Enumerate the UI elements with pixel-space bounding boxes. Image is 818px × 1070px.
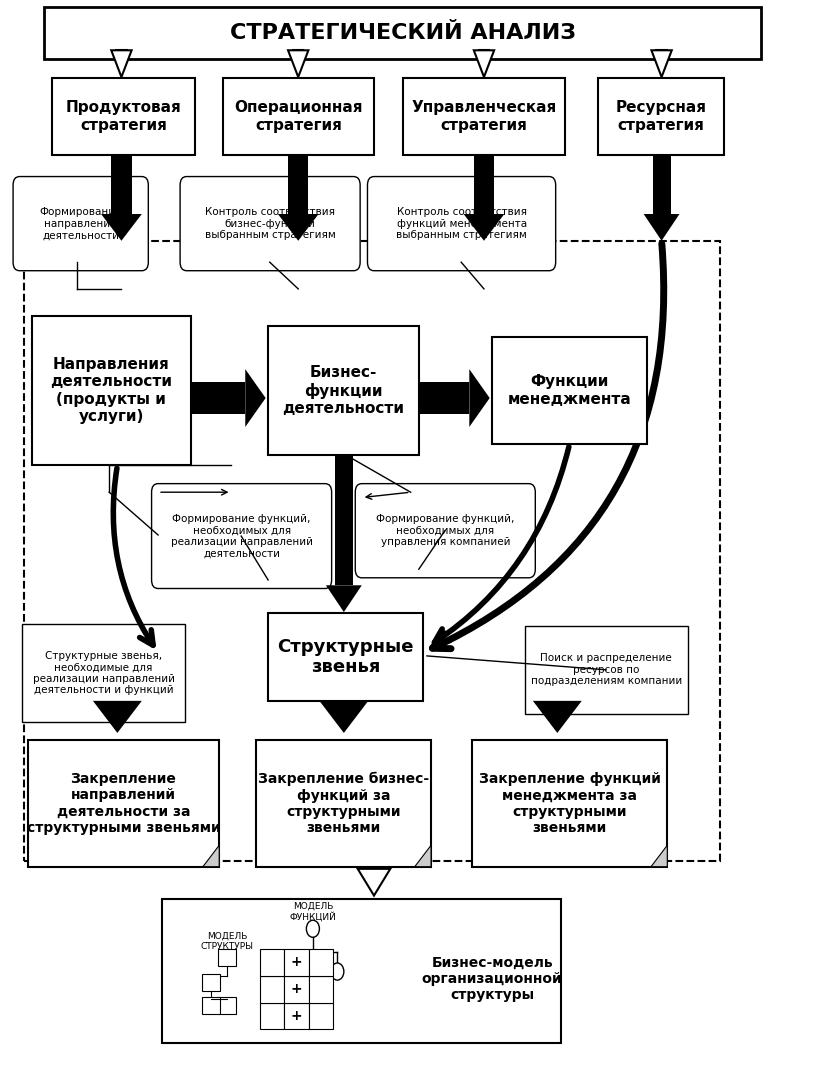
FancyBboxPatch shape xyxy=(524,626,688,714)
Text: Структурные
звенья: Структурные звенья xyxy=(277,638,414,676)
Circle shape xyxy=(282,963,295,980)
Polygon shape xyxy=(464,214,505,241)
Bar xyxy=(268,613,423,701)
Bar xyxy=(309,976,333,1003)
Polygon shape xyxy=(203,845,219,867)
Polygon shape xyxy=(651,845,667,867)
Bar xyxy=(116,50,127,60)
Bar xyxy=(420,382,470,414)
Bar xyxy=(260,949,285,976)
Polygon shape xyxy=(474,50,494,77)
Bar xyxy=(111,155,132,214)
Bar xyxy=(402,78,565,155)
Polygon shape xyxy=(533,701,582,733)
Text: Контроль соответствия
функций менеджмента
выбранным стратегиям: Контроль соответствия функций менеджмент… xyxy=(396,207,527,241)
Polygon shape xyxy=(326,585,362,612)
Bar xyxy=(285,1003,309,1029)
Circle shape xyxy=(307,920,319,937)
Bar xyxy=(202,974,220,991)
Polygon shape xyxy=(357,869,390,896)
Bar xyxy=(293,50,303,60)
Bar xyxy=(218,949,236,966)
FancyBboxPatch shape xyxy=(151,484,331,588)
Text: Формирование
направлений
деятельности: Формирование направлений деятельности xyxy=(39,207,122,241)
Bar xyxy=(285,949,309,976)
Bar xyxy=(479,50,489,60)
Bar xyxy=(657,50,667,60)
Bar xyxy=(492,337,647,444)
Bar xyxy=(285,976,309,1003)
Polygon shape xyxy=(93,701,142,733)
Text: +: + xyxy=(290,1009,303,1023)
Text: Операционная
стратегия: Операционная стратегия xyxy=(235,101,363,133)
Text: Продуктовая
стратегия: Продуктовая стратегия xyxy=(65,101,182,133)
Bar xyxy=(309,949,333,976)
Bar xyxy=(202,997,220,1014)
Bar xyxy=(28,740,219,867)
Bar xyxy=(288,155,308,214)
Text: Структурные звенья,
необходимые для
реализации направлений
деятельности и функци: Структурные звенья, необходимые для реал… xyxy=(33,651,174,696)
Polygon shape xyxy=(319,701,368,733)
Text: МОДЕЛЬ
ФУНКЦИЙ: МОДЕЛЬ ФУНКЦИЙ xyxy=(290,901,336,922)
Bar xyxy=(653,155,671,214)
Text: МОДЕЛЬ
СТРУКТУРЫ: МОДЕЛЬ СТРУКТУРЫ xyxy=(201,932,254,951)
Bar xyxy=(474,155,494,214)
Bar xyxy=(472,740,667,867)
Bar xyxy=(32,316,191,465)
Text: Формирование функций,
необходимых для
управления компанией: Формирование функций, необходимых для уп… xyxy=(376,514,515,548)
Text: +: + xyxy=(290,982,303,996)
Polygon shape xyxy=(278,214,318,241)
Polygon shape xyxy=(651,50,672,77)
Bar xyxy=(598,78,724,155)
Text: Бизнес-модель
организационной
структуры: Бизнес-модель организационной структуры xyxy=(422,956,563,1003)
Bar xyxy=(335,455,353,585)
Text: Функции
менеджмента: Функции менеджмента xyxy=(508,374,631,407)
Circle shape xyxy=(330,963,344,980)
Text: Закрепление бизнес-
функций за
структурными
звеньями: Закрепление бизнес- функций за структурн… xyxy=(258,773,429,835)
FancyBboxPatch shape xyxy=(180,177,360,271)
Bar xyxy=(44,7,761,59)
Text: Закрепление
направлений
деятельности за
структурными звеньями: Закрепление направлений деятельности за … xyxy=(27,773,220,835)
Text: Поиск и распределение
ресурсов по
подразделениям компании: Поиск и распределение ресурсов по подраз… xyxy=(531,653,682,687)
Bar xyxy=(24,241,720,861)
Text: Закрепление функций
менеджмента за
структурными
звеньями: Закрепление функций менеджмента за струк… xyxy=(479,773,660,835)
Polygon shape xyxy=(415,845,431,867)
Bar xyxy=(260,976,285,1003)
Bar xyxy=(52,78,195,155)
Bar xyxy=(162,899,561,1043)
Text: СТРАТЕГИЧЕСКИЙ АНАЛИЗ: СТРАТЕГИЧЕСКИЙ АНАЛИЗ xyxy=(230,24,576,43)
Polygon shape xyxy=(470,369,490,427)
Polygon shape xyxy=(101,214,142,241)
Text: Формирование функций,
необходимых для
реализации направлений
деятельности: Формирование функций, необходимых для ре… xyxy=(171,514,312,559)
FancyBboxPatch shape xyxy=(355,484,535,578)
Bar xyxy=(218,997,236,1014)
Polygon shape xyxy=(245,369,266,427)
Bar xyxy=(256,740,431,867)
Text: +: + xyxy=(290,956,303,969)
Bar xyxy=(260,1003,285,1029)
Text: Контроль соответствия
бизнес-функций
выбранным стратегиям: Контроль соответствия бизнес-функций выб… xyxy=(204,207,335,241)
Polygon shape xyxy=(111,50,132,77)
FancyBboxPatch shape xyxy=(13,177,148,271)
Text: Бизнес-
функции
деятельности: Бизнес- функции деятельности xyxy=(282,365,404,416)
FancyBboxPatch shape xyxy=(367,177,555,271)
Text: Управленческая
стратегия: Управленческая стратегия xyxy=(411,101,556,133)
Polygon shape xyxy=(644,214,680,241)
Bar xyxy=(268,326,419,455)
Polygon shape xyxy=(288,50,308,77)
Circle shape xyxy=(307,963,319,980)
Text: Ресурсная
стратегия: Ресурсная стратегия xyxy=(616,101,707,133)
Bar xyxy=(223,78,374,155)
FancyBboxPatch shape xyxy=(22,624,185,722)
Text: Направления
деятельности
(продукты и
услуги): Направления деятельности (продукты и усл… xyxy=(50,357,173,424)
Bar xyxy=(192,382,245,414)
Bar xyxy=(309,1003,333,1029)
